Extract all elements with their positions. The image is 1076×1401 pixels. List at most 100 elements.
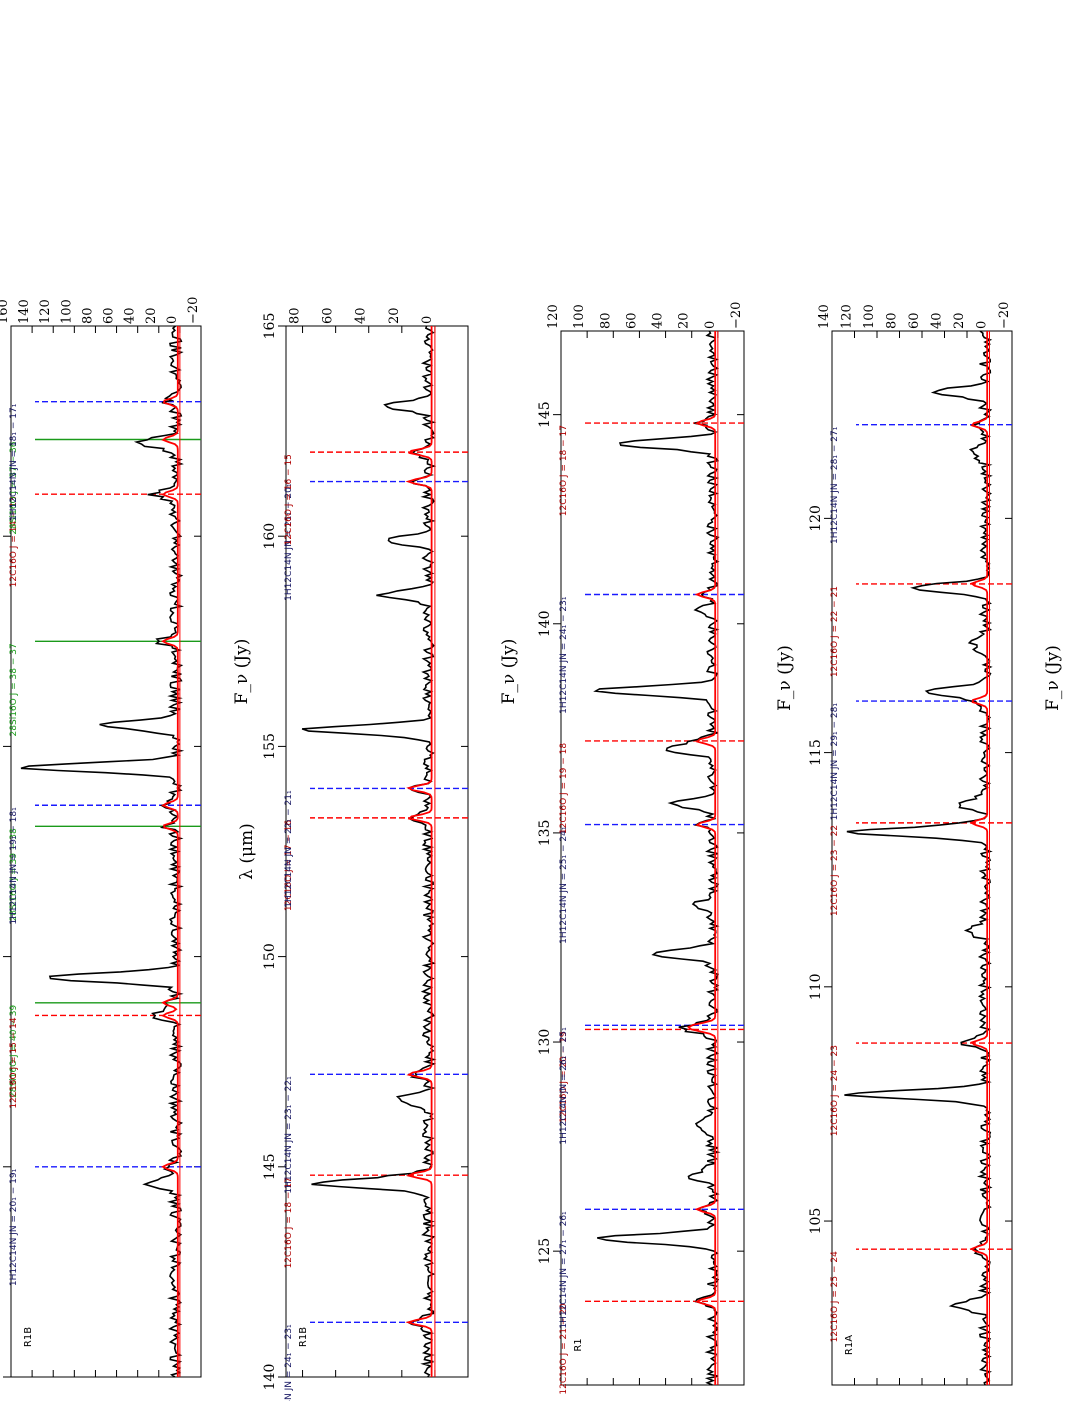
model-spectrum — [405, 326, 433, 1377]
model-spectrum — [686, 331, 717, 1385]
plot-frame — [560, 330, 745, 1386]
line-label: 1H12C14N JN = 24₁ − 23₁ — [559, 596, 569, 714]
line-label: 12C16O J = 21 − 20 — [559, 1303, 569, 1394]
y-tick-label: 40 — [930, 312, 945, 329]
x-axis-label: λ (μm) — [237, 823, 257, 880]
line-label: 1H12C14N JN = 18₁ − 17₁ — [9, 403, 19, 521]
line-label: 1H12C14N JN = 27₁ − 26₁ — [559, 1211, 569, 1329]
x-tick-label: 140 — [537, 610, 553, 637]
line-label: 12C16O J = 18 − 17 — [559, 425, 569, 516]
line-label: 1H12C14N JN = 23₁ − 22₁ — [284, 1076, 294, 1194]
y-tick-label: −20 — [729, 302, 744, 329]
line-label: 12C16O J = 15 − 14 — [9, 1017, 19, 1108]
x-tick-label: 105 — [808, 1208, 824, 1235]
y-tick-label: 0 — [975, 321, 990, 329]
y-axis-label: F_ν (Jy) — [775, 645, 795, 711]
line-label: 28Si16O J = 39 − 38 — [9, 828, 19, 921]
line-label: 12C16O J = 17 − 16 — [284, 820, 294, 911]
line-label: 12C16O J = 24 − 23 — [830, 1045, 840, 1136]
line-label: 1H12C14N JN = 22₁ − 21₁ — [284, 790, 294, 908]
x-tick-label: 180 — [0, 733, 3, 760]
y-tick-label: 160 — [0, 299, 11, 324]
x-tick-label: 110 — [808, 973, 824, 1000]
y-axis-label: F_ν (Jy) — [1043, 645, 1063, 711]
x-tick-label: 185 — [0, 523, 3, 550]
line-label: 1H12C14N JN = 21₁ − 20₁ — [284, 483, 294, 601]
observed-spectrum — [593, 330, 721, 1386]
model-spectrum — [969, 331, 989, 1385]
panel-3: F_ν (Jy) 0 20 40 60 80 140 145 150 155 160 165 λ (μm… — [237, 307, 519, 1401]
y-tick-label: 120 — [38, 299, 53, 324]
y-tick-label: 80 — [885, 312, 900, 329]
y-tick-label: 80 — [80, 307, 95, 324]
panel-2: F_ν (Jy) −20 0 20 40 60 80 100 120 125 130 135 140 14… — [537, 302, 795, 1395]
line-label: 12C16O J = 22 − 21 — [830, 586, 840, 677]
y-axis-label: F_ν (Jy) — [499, 639, 519, 705]
model-spectrum — [161, 326, 179, 1377]
y-tick-label: 20 — [952, 312, 967, 329]
x-tick-label: 130 — [537, 1029, 553, 1056]
panel-name: R1B — [23, 1327, 34, 1347]
x-tick-label: 140 — [262, 1364, 278, 1391]
line-label: 12C16O J = 25 − 24 — [830, 1251, 840, 1342]
x-tick-label: 165 — [262, 313, 278, 340]
panel-1: F_ν (Jy) −20 0 20 40 60 80 100 120 140 105 110 115 12… — [808, 302, 1063, 1386]
y-tick-label: 120 — [546, 304, 561, 329]
y-tick-label: 140 — [817, 304, 832, 329]
line-label: 12C16O J = 19 − 18 — [559, 743, 569, 834]
line-label: 12C16O J = 18 − 17 — [284, 1177, 294, 1268]
x-tick-label: 160 — [262, 523, 278, 550]
line-label: 1H12C14N JN = 19₁ − 18₁ — [9, 807, 19, 925]
plot-frame — [10, 325, 202, 1378]
y-tick-label: 40 — [354, 307, 369, 324]
y-tick-label: 0 — [703, 321, 718, 329]
y-axis-label: F_ν (Jy) — [232, 639, 252, 705]
line-label: 12C16O J = 14 − 13 — [9, 496, 19, 587]
y-tick-label: −20 — [997, 302, 1012, 329]
y-tick-label: 100 — [572, 304, 587, 329]
y-tick-label: 0 — [165, 316, 180, 324]
y-tick-label: 40 — [651, 312, 666, 329]
x-tick-label: 175 — [0, 943, 3, 970]
line-label: 12C16O J = 20 − 19 — [559, 1031, 569, 1122]
rotated-figure-group: F_ν (Jy) −20 0 20 40 60 80 100 120 140 105 110 115 12… — [0, 297, 1063, 1401]
y-tick-label: 80 — [598, 312, 613, 329]
line-label: 28Si16O J = 38 − 37 — [9, 643, 19, 736]
y-tick-label: 60 — [907, 312, 922, 329]
line-label: 1H12C14N JN = 24₁ − 23₁ — [284, 1324, 294, 1401]
line-label: 1H12C14N JN = 29₁ − 28₁ — [830, 703, 840, 821]
x-tick-label: 115 — [808, 739, 824, 766]
line-label: 12C16O J = 23 − 22 — [830, 825, 840, 916]
observed-spectrum — [844, 330, 993, 1386]
y-tick-label: 140 — [17, 299, 32, 324]
x-tick-label: 150 — [262, 943, 278, 970]
panel-name: R1B — [298, 1327, 309, 1347]
y-tick-label: 80 — [288, 307, 303, 324]
y-tick-label: 20 — [677, 312, 692, 329]
x-tick-label: 145 — [262, 1153, 278, 1180]
x-tick-label: 170 — [0, 1153, 3, 1180]
y-tick-label: 20 — [144, 307, 159, 324]
x-tick-label: 125 — [537, 1238, 553, 1265]
line-label: 28Si16O J = 40 − 39 — [9, 1005, 19, 1098]
y-tick-label: 40 — [123, 307, 138, 324]
y-tick-label: 100 — [862, 304, 877, 329]
x-tick-label: 120 — [808, 505, 824, 532]
observed-spectrum — [20, 325, 185, 1378]
y-tick-label: 60 — [624, 312, 639, 329]
line-label: 1H12C14N JN = 26₁ − 25₁ — [559, 1027, 569, 1145]
x-tick-label: 145 — [537, 401, 553, 428]
plot-frame — [285, 325, 469, 1378]
x-tick-label: 135 — [537, 820, 553, 847]
line-label: 1H12C14N JN = 28₁ − 27₁ — [830, 426, 840, 544]
panel-name: R1 — [573, 1338, 584, 1351]
x-tick-label: 155 — [262, 733, 278, 760]
y-tick-label: 60 — [321, 307, 336, 324]
panel-4: F_ν (Jy) −20 0 20 40 60 80 100 120 140 160 165 170 17… — [0, 297, 252, 1391]
y-tick-label: 60 — [102, 307, 117, 324]
y-tick-label: 0 — [420, 316, 435, 324]
line-label: 28Si16O J = 37 − 36 — [9, 441, 19, 534]
plot-frame — [831, 330, 1013, 1386]
y-tick-label: 120 — [840, 304, 855, 329]
